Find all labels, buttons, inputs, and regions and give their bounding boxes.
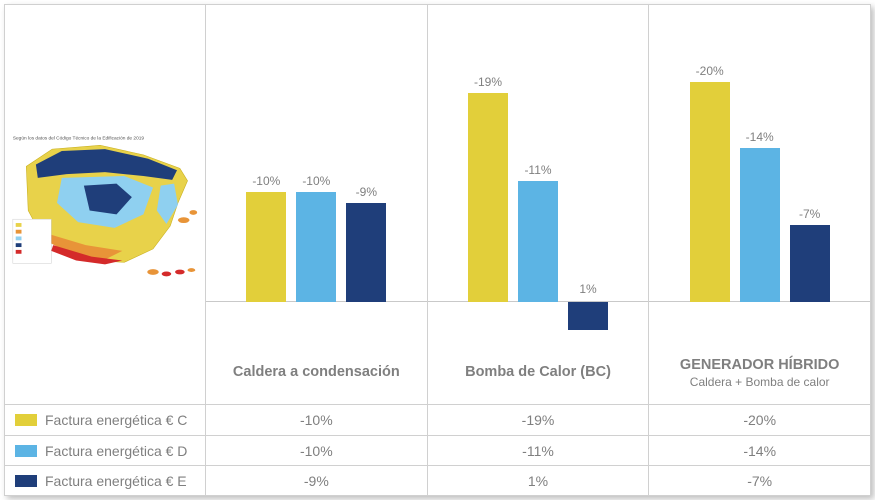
chart-area: -10% -10% -9% Caldera a condensación -19% -11…	[205, 5, 870, 404]
row-label: Factura energética € D	[45, 443, 187, 459]
row-header: Factura energética € C	[5, 405, 205, 435]
bar-rect	[740, 148, 780, 302]
bar-value-label: -11%	[524, 163, 551, 177]
table-row: Factura energética € E -9%1%-7%	[5, 465, 870, 495]
bar: -19%	[468, 17, 508, 342]
bar-rect	[296, 192, 336, 302]
table-row: Factura energética € D -10%-11%-14%	[5, 435, 870, 465]
table-cell: -7%	[648, 466, 870, 495]
bar-value-label: -9%	[356, 185, 377, 199]
bar-value-label: -7%	[799, 207, 820, 221]
map-caption: Según los datos del Código Técnico de la…	[13, 135, 145, 141]
bar-value-label: 1%	[579, 282, 596, 296]
legend-swatch	[15, 414, 37, 426]
bar: -11%	[518, 17, 558, 342]
row-header: Factura energética € E	[5, 466, 205, 495]
bar-value-label: -10%	[302, 174, 330, 188]
bar: -10%	[296, 17, 336, 342]
table-cell: -11%	[427, 436, 649, 465]
upper-region: Según los datos del Código Técnico de la…	[5, 5, 870, 405]
chart-group: -19% -11% 1% Bomba de Calor (BC)	[427, 5, 649, 404]
chart-frame: Según los datos del Código Técnico de la…	[4, 4, 871, 496]
bars-region: -19% -11% 1%	[428, 5, 649, 342]
row-header: Factura energética € D	[5, 436, 205, 465]
table-cell: -20%	[648, 405, 870, 435]
data-table: Factura energética € C-10%-19%-20%Factur…	[5, 405, 870, 495]
chart-group: -10% -10% -9% Caldera a condensación	[205, 5, 427, 404]
bar: -20%	[690, 17, 730, 342]
bar-rect	[568, 302, 608, 330]
bar-rect	[346, 203, 386, 302]
bar-value-label: -10%	[252, 174, 280, 188]
table-cell: -10%	[205, 405, 427, 435]
bar: -7%	[790, 17, 830, 342]
bars-region: -20% -14% -7%	[649, 5, 870, 342]
table-cell: -9%	[205, 466, 427, 495]
bar: 1%	[568, 17, 608, 342]
bar: -14%	[740, 17, 780, 342]
legend-swatch	[15, 475, 37, 487]
bar-rect	[518, 181, 558, 302]
bar-rect	[790, 225, 830, 302]
bar: -9%	[346, 17, 386, 342]
bar-rect	[468, 93, 508, 302]
group-title: GENERADOR HÍBRIDOCaldera + Bomba de calo…	[649, 342, 870, 404]
spain-climate-map: Según los datos del Código Técnico de la…	[9, 128, 201, 282]
bar-rect	[246, 192, 286, 302]
bars-region: -10% -10% -9%	[206, 5, 427, 342]
table-cell: -14%	[648, 436, 870, 465]
chart-group: -20% -14% -7% GENERADOR HÍBRIDOCaldera + Bo…	[648, 5, 870, 404]
table-row: Factura energética € C -10%-19%-20%	[5, 405, 870, 435]
table-cell: -10%	[205, 436, 427, 465]
row-label: Factura energética € E	[45, 473, 187, 489]
group-title: Bomba de Calor (BC)	[428, 342, 649, 404]
table-cell: 1%	[427, 466, 649, 495]
group-title: Caldera a condensación	[206, 342, 427, 404]
bar-rect	[690, 82, 730, 302]
bar: -10%	[246, 17, 286, 342]
table-cell: -19%	[427, 405, 649, 435]
map-cell: Según los datos del Código Técnico de la…	[5, 5, 205, 404]
bar-value-label: -14%	[746, 130, 774, 144]
row-label: Factura energética € C	[45, 412, 187, 428]
bar-value-label: -20%	[696, 64, 724, 78]
bar-value-label: -19%	[474, 75, 502, 89]
legend-swatch	[15, 445, 37, 457]
